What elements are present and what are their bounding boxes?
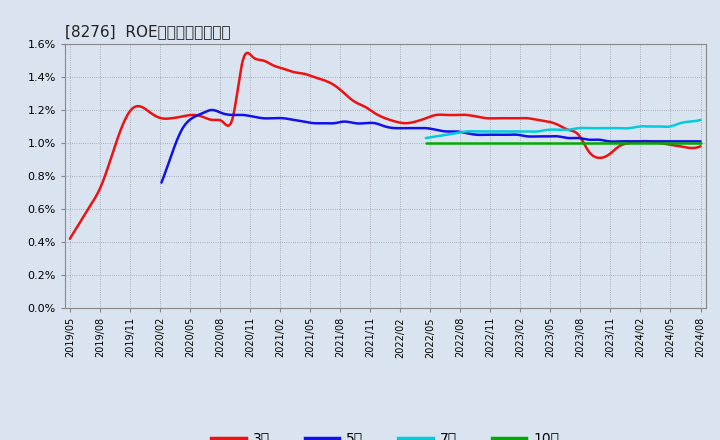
5年 (652, 139, 661, 144)
3年 (243, 50, 252, 55)
5年 (207, 107, 216, 113)
5年 (157, 180, 166, 185)
10年 (696, 140, 705, 146)
7年 (482, 129, 490, 134)
3年 (596, 155, 605, 161)
10年 (447, 140, 456, 146)
7年 (443, 132, 451, 137)
10年 (444, 140, 452, 146)
7年 (592, 125, 600, 131)
7年 (422, 136, 431, 141)
3年 (696, 143, 705, 149)
7年 (689, 119, 698, 124)
10年 (485, 140, 493, 146)
5年 (471, 132, 480, 137)
Line: 5年: 5年 (161, 110, 701, 183)
10年 (691, 140, 700, 146)
3年 (66, 236, 74, 241)
Text: [8276]  ROEの標準偏差の推移: [8276] ROEの標準偏差の推移 (65, 24, 230, 39)
7年 (446, 132, 455, 137)
3年 (74, 222, 83, 227)
10年 (422, 140, 431, 146)
7年 (568, 127, 577, 132)
Legend: 3年, 5年, 7年, 10年: 3年, 5年, 7年, 10年 (205, 426, 565, 440)
10年 (594, 140, 603, 146)
10年 (466, 140, 474, 146)
7年 (696, 117, 705, 122)
10年 (429, 140, 438, 146)
Line: 3年: 3年 (70, 53, 701, 238)
5年 (199, 110, 207, 116)
Line: 7年: 7年 (426, 120, 701, 138)
3年 (365, 107, 374, 112)
5年 (696, 139, 705, 144)
5年 (585, 137, 593, 143)
10年 (570, 140, 579, 146)
5年 (532, 134, 541, 139)
3年 (302, 72, 311, 77)
3年 (585, 149, 593, 154)
5年 (574, 136, 582, 141)
3年 (434, 112, 443, 117)
